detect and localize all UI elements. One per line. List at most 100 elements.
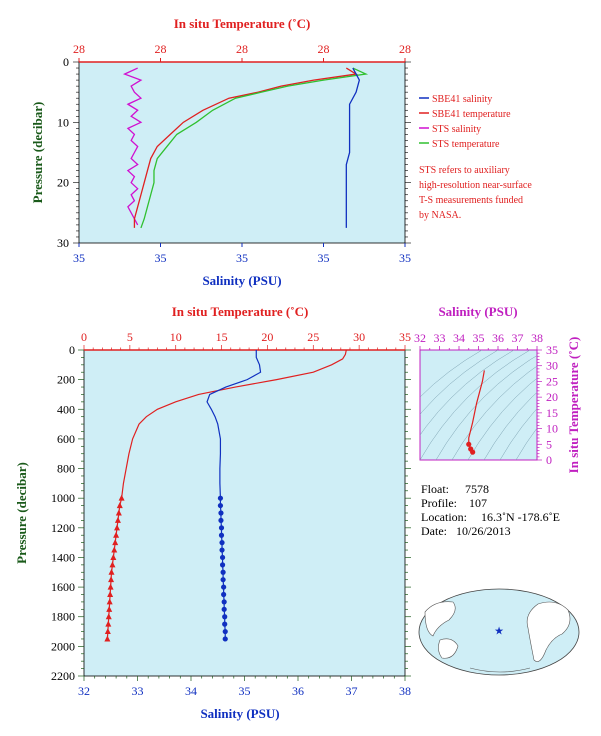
lower-y-tick-label: 2200 <box>51 669 75 683</box>
upper-y-axis-title: Pressure (decibar) <box>30 102 45 204</box>
upper-top-tick-label: 28 <box>155 42 167 56</box>
ts-density-contour <box>467 377 537 460</box>
salinity-marker <box>217 502 224 509</box>
temperature-marker <box>107 583 114 590</box>
salinity-marker <box>219 562 226 568</box>
landmass-australia <box>438 638 459 659</box>
ts-top-tick-label: 37 <box>512 331 524 345</box>
lower-top-tick-label: 30 <box>353 330 365 344</box>
date-label: Date: <box>421 524 447 538</box>
temperature-marker <box>114 516 121 523</box>
ts-top-tick-label: 35 <box>473 331 485 345</box>
legend-label: STS temperature <box>432 139 500 150</box>
upper-top-tick-label: 28 <box>318 42 330 56</box>
temperature-marker <box>109 561 116 568</box>
ts-marker <box>466 441 472 447</box>
lower-y-tick-label: 1000 <box>51 491 75 505</box>
lower-bottom-tick-label: 32 <box>78 684 90 698</box>
temperature-marker <box>105 613 112 620</box>
lower-top-axis-title: In situ Temperature (˚C) <box>172 304 309 319</box>
salinity-marker <box>220 569 226 575</box>
temperature-marker <box>108 576 115 583</box>
lower-bottom-tick-label: 34 <box>185 684 197 698</box>
salinity-marker <box>222 621 228 627</box>
lower-y-tick-label: 1600 <box>51 580 75 594</box>
profile-value: 107 <box>469 496 487 510</box>
ts-top-tick-label: 34 <box>453 331 465 345</box>
temperature-marker <box>110 553 117 560</box>
temperature-marker <box>112 539 119 546</box>
salinity-marker <box>222 614 228 620</box>
ts-density-contour <box>420 350 531 460</box>
salinity-marker <box>218 510 224 516</box>
ts-marker <box>470 449 476 455</box>
landmass-americas <box>526 601 571 662</box>
salinity-marker <box>219 540 225 546</box>
lower-bottom-tick-label: 33 <box>132 684 144 698</box>
upper-plot-area <box>78 61 406 244</box>
salinity-marker <box>218 517 224 524</box>
salinity-marker <box>219 554 226 561</box>
upper-bottom-tick-label: 35 <box>318 251 330 265</box>
temperature-marker <box>106 605 113 612</box>
temperature-marker <box>104 635 111 642</box>
upper-series-sts_temperature <box>140 67 369 229</box>
temperature-marker <box>105 620 112 627</box>
lower-y-tick-label: 1400 <box>51 550 75 564</box>
profile-label: Profile: <box>421 496 457 510</box>
location-label: Location: <box>421 510 467 524</box>
note-line: high-resolution near-surface <box>419 180 532 191</box>
lower-top-tick-label: 5 <box>127 330 133 344</box>
upper-bottom-tick-label: 35 <box>73 251 85 265</box>
lower-plot-area <box>83 349 406 677</box>
temperature-marker <box>118 494 125 501</box>
upper-y-tick-label: 20 <box>57 176 69 190</box>
temperature-marker <box>108 568 115 575</box>
ts-density-contour <box>420 350 499 415</box>
lower-top-tick-label: 15 <box>216 330 228 344</box>
lower-bottom-tick-label: 38 <box>399 684 411 698</box>
ts-right-tick-label: 5 <box>546 437 552 451</box>
ts-plot-area <box>419 349 538 461</box>
lower-bottom-tick-label: 36 <box>292 684 304 698</box>
upper-top-tick-label: 28 <box>236 42 248 56</box>
ts-right-tick-label: 35 <box>546 343 558 357</box>
upper-bottom-tick-label: 35 <box>399 251 411 265</box>
ts-top-tick-label: 38 <box>531 331 543 345</box>
ts-top-tick-label: 36 <box>492 331 504 345</box>
salinity-marker <box>217 495 224 501</box>
salinity-marker <box>221 591 227 598</box>
ts-right-tick-label: 0 <box>546 453 552 467</box>
upper-series-sbe41_temperature <box>133 67 358 228</box>
ts-right-tick-label: 25 <box>546 374 558 388</box>
ts-density-contour <box>515 427 537 460</box>
upper-top-axis-title: In situ Temperature (˚C) <box>174 16 311 31</box>
lower-top-tick-label: 10 <box>170 330 182 344</box>
note-line: T-S measurements funded <box>419 195 523 206</box>
lower-y-tick-label: 400 <box>57 402 75 416</box>
legend-label: SBE41 temperature <box>432 109 511 120</box>
ts-density-contour <box>499 408 537 460</box>
legend: SBE41 salinity SBE41 temperature STS salin… <box>419 94 511 150</box>
ts-right-tick-label: 20 <box>546 390 558 404</box>
salinity-marker <box>218 525 225 531</box>
float-label: Float: <box>421 482 449 496</box>
temperature-marker <box>114 524 121 531</box>
sts-note: STS refers to auxiliary high-resolution n… <box>419 165 532 221</box>
temperature-marker <box>113 531 120 538</box>
upper-bottom-tick-label: 35 <box>236 251 248 265</box>
temperature-marker <box>106 598 113 605</box>
ts-top-tick-label: 32 <box>414 331 426 345</box>
lower-y-tick-label: 1800 <box>51 610 75 624</box>
lower-bottom-tick-label: 37 <box>346 684 358 698</box>
location-value: 16.3˚N -178.6˚E <box>481 510 560 524</box>
lower-bottom-tick-label: 35 <box>239 684 251 698</box>
note-line: STS refers to auxiliary <box>419 165 510 176</box>
legend-label: STS salinity <box>432 124 481 135</box>
salinity-marker <box>220 577 226 583</box>
ts-density-contour <box>483 391 537 460</box>
salinity-marker <box>221 599 227 605</box>
upper-series-sts_salinity <box>122 67 143 226</box>
legend-label: SBE41 salinity <box>432 94 492 105</box>
